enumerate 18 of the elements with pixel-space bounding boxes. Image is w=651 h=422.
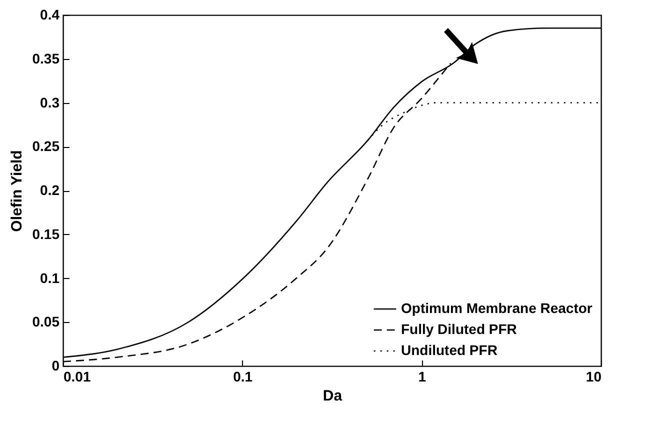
x-tick-label: 0.1 [233,368,253,384]
y-tick-label: 0.3 [40,94,60,110]
legend-label: Optimum Membrane Reactor [401,300,593,316]
x-tick-label: 10 [586,368,602,384]
y-axis-title: Olefin Yield [8,150,26,232]
y-tick-label: 0.15 [32,226,60,242]
y-tick-label: 0.2 [40,182,60,198]
legend-label: Fully Diluted PFR [401,321,517,337]
y-tick-label: 0.1 [40,270,60,286]
x-tick-label: 0.01 [64,368,91,384]
y-tick-label: 0.25 [32,138,60,154]
y-tick-label: 0.4 [40,6,60,22]
y-tick-label: 0.05 [32,314,60,330]
y-tick-label: 0 [52,358,60,374]
y-tick-label: 0.35 [32,50,60,66]
legend-label: Undiluted PFR [401,342,498,358]
x-axis-title: Da [322,388,343,404]
x-tick-label: 1 [418,368,426,384]
